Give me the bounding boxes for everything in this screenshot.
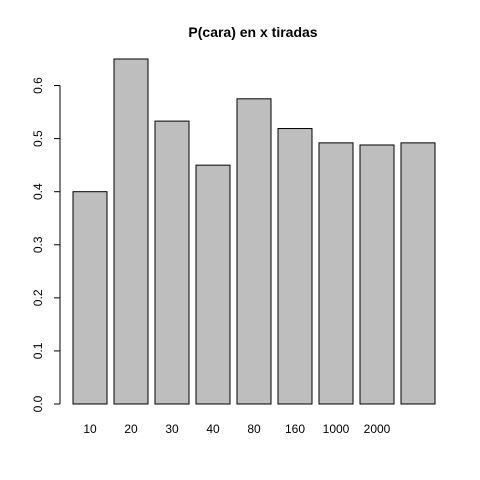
- bar-30: [154, 120, 190, 405]
- bar-10: [72, 191, 108, 405]
- x-tick-label: 160: [285, 422, 305, 436]
- bar-series-8: [400, 142, 436, 405]
- y-tick-label: 0.0: [31, 395, 45, 412]
- x-tick-label: 80: [247, 422, 261, 436]
- bar-80: [236, 98, 272, 405]
- y-tick-label: 0.6: [31, 77, 45, 94]
- chart-title: P(cara) en x tiradas: [188, 24, 317, 40]
- bar-40: [195, 164, 231, 405]
- x-tick-label: 40: [206, 422, 220, 436]
- x-tick-label: 1000: [323, 422, 350, 436]
- y-axis: 0.0 0.1 0.2 0.3 0.4 0.5 0.6: [31, 77, 61, 412]
- y-tick-label: 0.4: [31, 183, 45, 200]
- y-tick-label: 0.5: [31, 130, 45, 147]
- bar-160: [277, 128, 313, 405]
- y-tick-label: 0.3: [31, 236, 45, 253]
- bar-1000: [318, 142, 354, 405]
- x-tick-label: 2000: [364, 422, 391, 436]
- x-tick-labels: 10 20 30 40 80 160 1000 2000: [83, 422, 390, 436]
- y-tick-label: 0.2: [31, 289, 45, 306]
- x-tick-label: 30: [165, 422, 179, 436]
- bar-2000: [359, 144, 395, 405]
- x-tick-label: 10: [83, 422, 97, 436]
- bars-group: [72, 58, 436, 405]
- bar-20: [113, 58, 149, 405]
- x-tick-label: 20: [124, 422, 138, 436]
- y-tick-label: 0.1: [31, 342, 45, 359]
